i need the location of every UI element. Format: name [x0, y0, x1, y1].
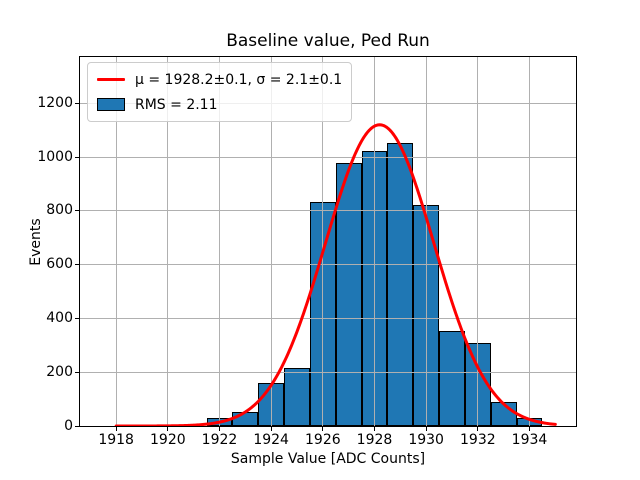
y-tick-mark	[75, 425, 79, 427]
x-tick-label: 1934	[511, 432, 548, 448]
x-tick-mark	[374, 427, 375, 431]
x-tick-mark	[322, 427, 324, 431]
y-tick-mark	[75, 317, 79, 319]
y-tick-label: 0	[64, 417, 73, 434]
x-tick-mark	[529, 427, 530, 431]
gridline-vertical	[167, 57, 169, 426]
y-tick-label: 600	[46, 256, 73, 273]
x-tick-label: 1932	[460, 432, 496, 448]
gridline-vertical	[374, 57, 375, 426]
x-tick-mark	[477, 427, 479, 431]
y-tick-label: 800	[46, 202, 73, 219]
gridline-horizontal	[80, 264, 576, 266]
x-tick-mark	[425, 427, 427, 431]
gridline-vertical	[270, 57, 272, 426]
gridline-vertical	[219, 57, 220, 426]
legend-fit-label: μ = 1928.2±0.1, σ = 2.1±0.1	[135, 71, 343, 88]
x-tick-label: 1926	[305, 432, 341, 448]
y-tick-label: 200	[46, 363, 73, 380]
x-tick-label: 1928	[356, 432, 393, 448]
gridline-horizontal	[80, 371, 576, 373]
plot-area: μ = 1928.2±0.1, σ = 2.1±0.1 RMS = 2.11	[79, 56, 577, 427]
gridline-vertical	[322, 57, 324, 426]
x-axis-label: Sample Value [ADC Counts]	[230, 451, 426, 467]
x-tick-label: 1922	[201, 432, 238, 448]
gridline-horizontal	[80, 156, 576, 158]
histogram-bar	[284, 368, 310, 426]
y-tick-mark	[75, 156, 79, 158]
x-tick-mark	[115, 427, 117, 431]
gridline-vertical	[477, 57, 479, 426]
gaussian-fit-curve	[114, 123, 557, 426]
x-tick-mark	[167, 427, 169, 431]
fit-line-swatch	[97, 78, 125, 81]
y-tick-mark	[75, 210, 79, 212]
histogram-bar	[387, 143, 414, 426]
y-tick-mark	[75, 102, 79, 104]
histogram-bar	[439, 331, 465, 426]
legend: μ = 1928.2±0.1, σ = 2.1±0.1 RMS = 2.11	[87, 62, 353, 122]
x-tick-mark	[270, 427, 272, 431]
histogram-patch-swatch	[97, 98, 125, 111]
x-tick-label: 1924	[253, 432, 289, 448]
histogram-bar	[335, 162, 362, 426]
legend-hist-entry: RMS = 2.11	[97, 94, 342, 115]
y-tick-mark	[75, 371, 79, 373]
x-tick-label: 1918	[98, 432, 134, 448]
gridline-horizontal	[80, 210, 576, 212]
x-tick-label: 1930	[408, 432, 444, 448]
gridline-vertical	[529, 57, 530, 426]
chart-title: Baseline value, Ped Run	[226, 31, 430, 51]
y-tick-label: 1200	[37, 94, 73, 111]
legend-rms-label: RMS = 2.11	[135, 96, 218, 113]
x-tick-label: 1920	[150, 432, 186, 448]
y-tick-label: 400	[46, 309, 73, 326]
gridline-horizontal	[80, 317, 576, 319]
y-tick-label: 1000	[37, 148, 73, 165]
gridline-vertical	[425, 57, 427, 426]
y-tick-mark	[75, 264, 79, 266]
x-tick-mark	[219, 427, 220, 431]
gridline-vertical	[115, 57, 117, 426]
legend-fit-entry: μ = 1928.2±0.1, σ = 2.1±0.1	[97, 69, 342, 90]
